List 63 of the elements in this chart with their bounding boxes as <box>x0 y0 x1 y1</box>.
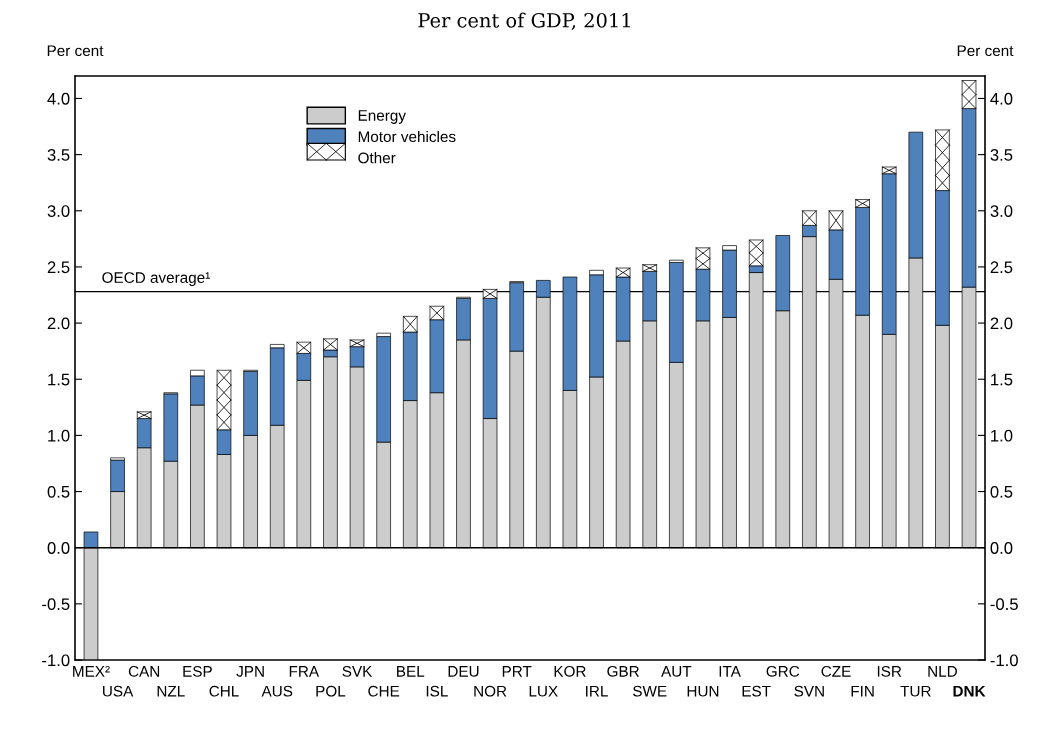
x-tick-label: DEU <box>448 666 479 677</box>
y2-tick-label: 4.0 <box>990 92 1013 105</box>
x-tick-label: IRL <box>586 685 608 697</box>
x-tick-label: MEX² <box>73 666 110 677</box>
x-tick-label: NZL <box>157 685 185 697</box>
x-tick-label: PRT <box>502 666 532 677</box>
x-tick-label: CHL <box>209 685 239 697</box>
y2-tick-label: 1.5 <box>991 373 1013 386</box>
x-tick-label: JPN <box>236 666 264 677</box>
x-tick-label: NLD <box>928 666 957 677</box>
x-tick-label: SVK <box>342 665 373 677</box>
ref-line-label: OECD average¹ <box>102 272 210 287</box>
y2-tick-label: -0.5 <box>990 598 1018 611</box>
x-tick-label: AUS <box>261 685 293 697</box>
x-tick-label: ITA <box>719 666 741 677</box>
x-tick-label: SVN <box>794 685 824 697</box>
x-tick-label: CZE <box>821 665 851 677</box>
x-tick-label: GRC <box>766 665 800 677</box>
x-tick-label: ISR <box>877 665 902 677</box>
x-tick-label: CHE <box>368 685 400 697</box>
x-tick-label: GBR <box>607 665 639 677</box>
legend-label: Motor vehicles <box>358 130 456 143</box>
y-tick-label: 1.0 <box>48 429 70 442</box>
y2-tick-label: 2.0 <box>990 317 1013 330</box>
x-tick-label: KOR <box>554 665 586 677</box>
y-tick-label: 4.0 <box>47 92 70 105</box>
x-tick-label: TUR <box>900 685 931 697</box>
chart-title: Per cent of GDP, 2011 <box>418 12 630 31</box>
y-tick-label: 0.0 <box>47 542 70 554</box>
y-tick-label: 3.0 <box>47 205 70 217</box>
x-tick-label: EST <box>742 685 771 697</box>
x-tick-label: SWE <box>633 685 667 697</box>
y2-tick-label: 1.0 <box>991 429 1013 442</box>
x-tick-label: FIN <box>851 685 874 697</box>
x-tick-label: AUT <box>661 666 692 677</box>
x-tick-label: BEL <box>397 666 425 677</box>
y2-axis-title: Per cent <box>957 45 1014 57</box>
x-tick-label: NOR <box>474 685 507 697</box>
legend-label: Other <box>358 152 396 164</box>
x-tick-label: LUX <box>529 685 558 697</box>
x-tick-label: FRA <box>289 666 320 677</box>
y-tick-label: -1.0 <box>42 654 70 667</box>
y-axis-title: Per cent <box>47 45 104 57</box>
legend-label: Energy <box>358 110 406 124</box>
y-tick-label: 0.5 <box>47 485 70 498</box>
x-tick-label: USA <box>103 685 134 697</box>
y-tick-label: 2.5 <box>47 261 70 274</box>
x-tick-label: ESP <box>183 665 212 677</box>
x-tick-label: DNK <box>953 685 986 697</box>
y-tick-label: 2.0 <box>47 317 70 330</box>
y-tick-label: -0.5 <box>42 598 70 611</box>
y2-tick-label: 3.0 <box>990 205 1013 217</box>
y2-tick-label: 0.0 <box>990 542 1013 554</box>
x-tick-label: CAN <box>128 665 160 677</box>
y-tick-label: 1.5 <box>48 373 70 386</box>
y2-tick-label: -1.0 <box>990 654 1018 667</box>
y2-tick-label: 2.5 <box>990 261 1013 274</box>
x-tick-label: ISL <box>426 685 448 697</box>
x-tick-label: HUN <box>687 685 719 697</box>
y2-tick-label: 0.5 <box>990 485 1013 498</box>
y2-tick-label: 3.5 <box>990 149 1013 161</box>
y-tick-label: 3.5 <box>47 149 70 161</box>
x-tick-label: POL <box>316 685 346 697</box>
